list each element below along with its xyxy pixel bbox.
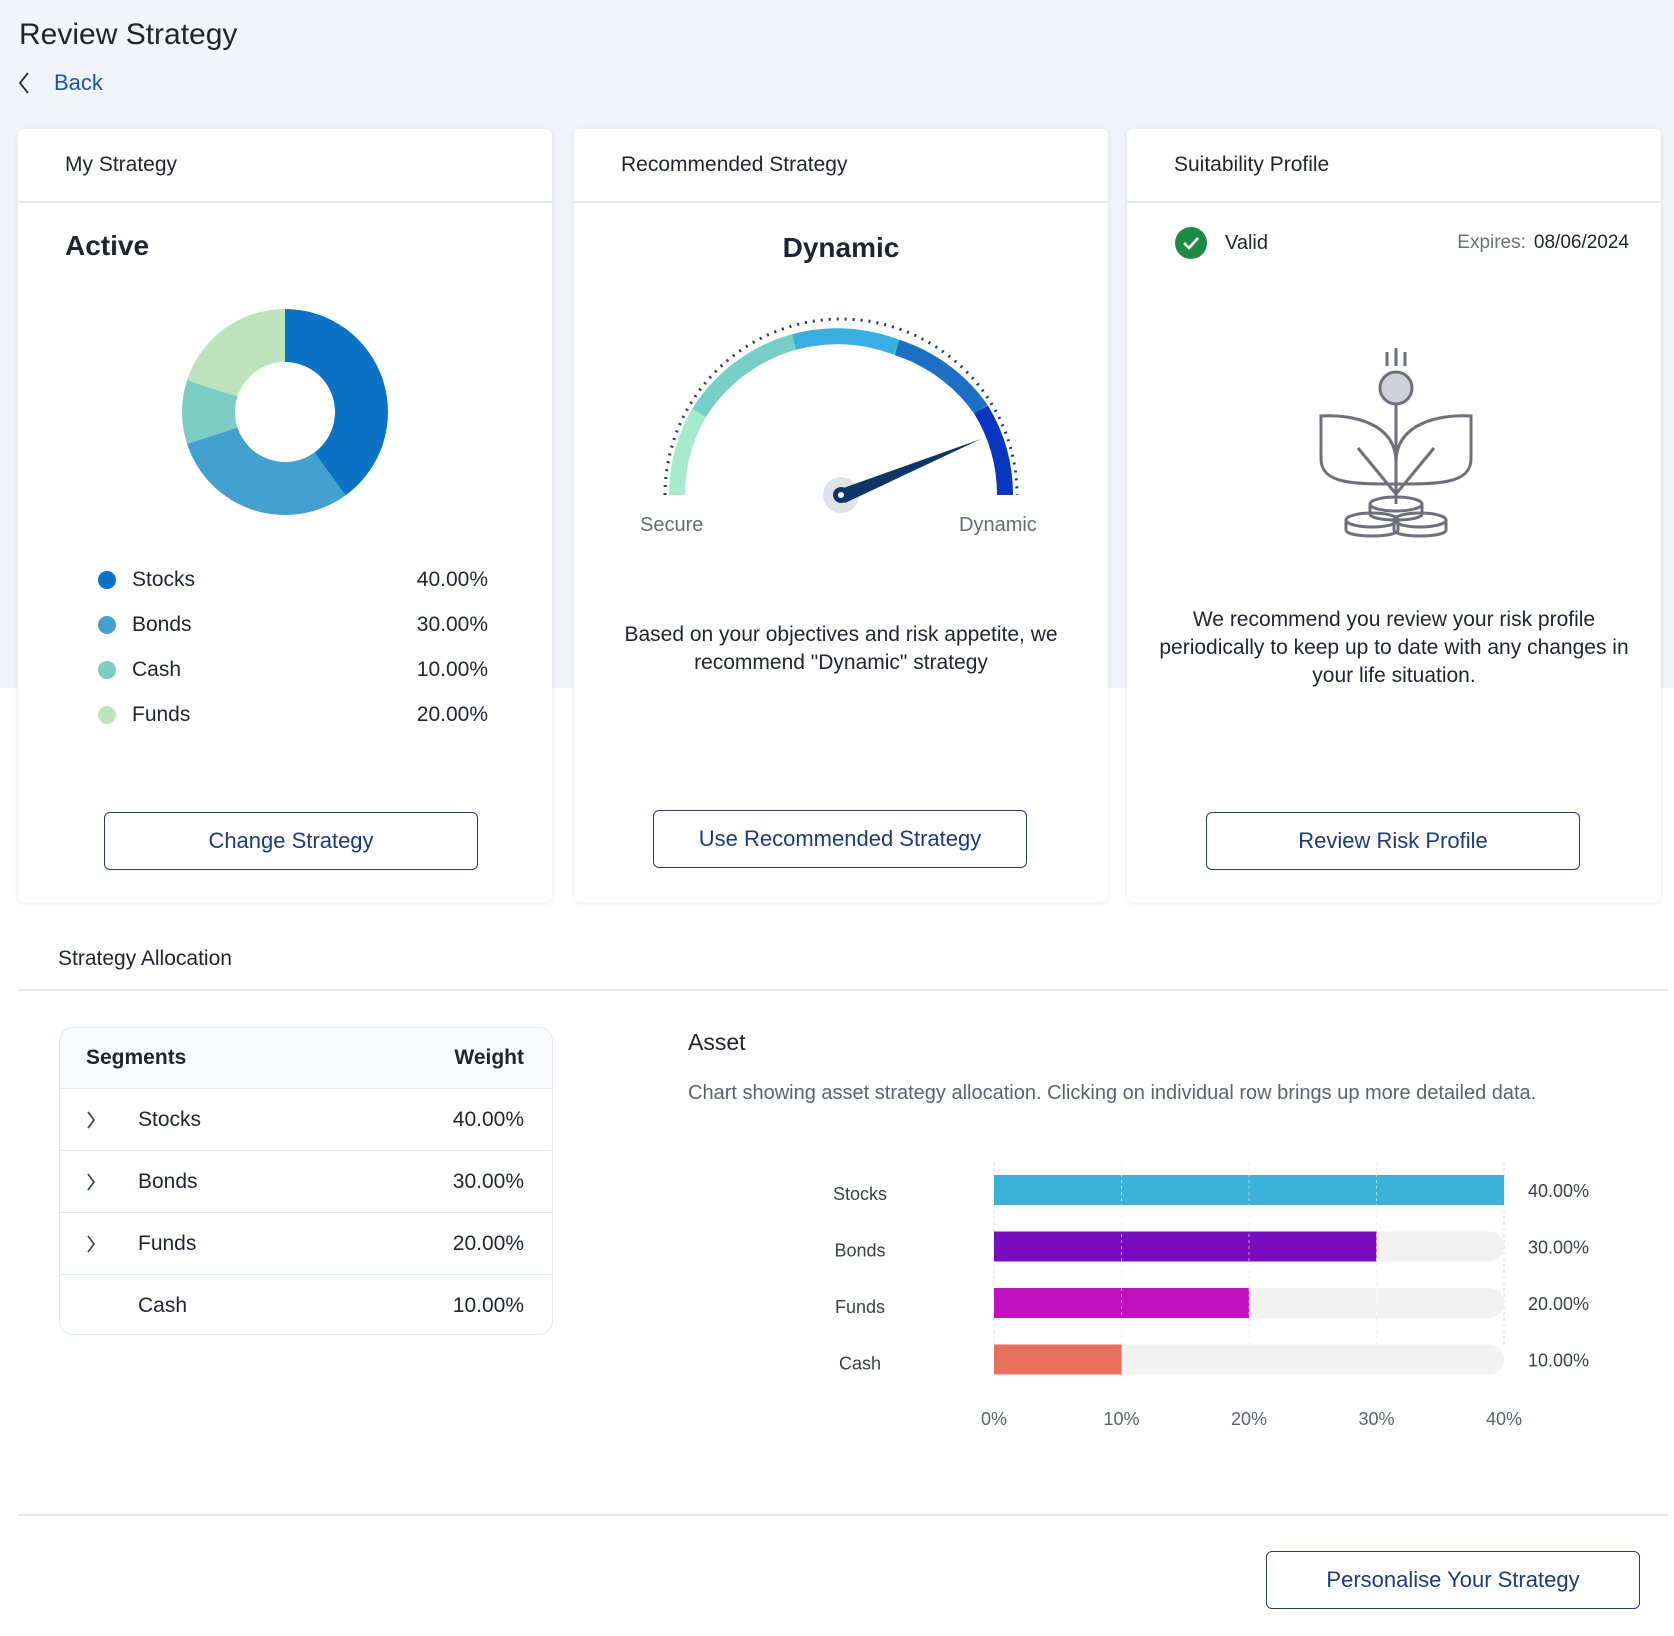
- legend-dot: [98, 571, 116, 589]
- donut-slice-stocks: [285, 309, 388, 496]
- gauge-segment: [894, 339, 988, 415]
- donut-slice-bonds: [187, 427, 346, 515]
- suitability-profile-header: Suitability Profile: [1127, 129, 1661, 203]
- asset-chart-title: Asset: [688, 1029, 746, 1055]
- chevron-right-icon[interactable]: [86, 1111, 112, 1129]
- legend-name: Funds: [132, 703, 191, 726]
- expiry-date: Expires: 08/06/2024: [1457, 232, 1629, 254]
- my-strategy-header: My Strategy: [18, 129, 552, 203]
- segment-name: Funds: [138, 1231, 197, 1255]
- personalise-strategy-button[interactable]: Personalise Your Strategy: [1266, 1551, 1640, 1609]
- divider: [18, 1514, 1668, 1516]
- back-link[interactable]: Back: [18, 70, 103, 96]
- x-tick-label: 20%: [1231, 1409, 1267, 1429]
- gauge-segment: [791, 328, 900, 356]
- chevron-right-icon[interactable]: [86, 1173, 112, 1191]
- category-label: Cash: [839, 1354, 881, 1374]
- check-icon: [1175, 227, 1207, 259]
- segment-weight: 20.00%: [452, 1231, 524, 1255]
- legend-item: Stocks 40.00%: [98, 565, 488, 595]
- segment-name: Cash: [138, 1293, 188, 1317]
- gauge-segment: [692, 334, 797, 418]
- table-row[interactable]: Stocks 40.00%: [60, 1089, 552, 1151]
- risk-gauge: [663, 317, 1019, 513]
- category-label: Stocks: [833, 1184, 887, 1204]
- legend-dot: [98, 706, 116, 724]
- allocation-donut-chart: [182, 309, 388, 515]
- gauge-needle: [835, 439, 981, 503]
- segments-table-header: Segments Weight: [60, 1028, 552, 1089]
- suitability-profile-card: Suitability Profile Valid Expires: 08/06/…: [1127, 129, 1661, 902]
- x-tick-label: 30%: [1358, 1409, 1394, 1429]
- gauge-min-label: Secure: [640, 514, 704, 536]
- segment-name: Bonds: [138, 1169, 198, 1193]
- page-title: Review Strategy: [19, 18, 238, 51]
- legend-item: Cash 10.00%: [98, 655, 488, 685]
- column-weight: Weight: [454, 1046, 524, 1069]
- value-label: 40.00%: [1528, 1181, 1589, 1201]
- segment-weight: 10.00%: [452, 1293, 524, 1317]
- chevron-right-icon[interactable]: [86, 1235, 112, 1253]
- segment-weight: 30.00%: [452, 1169, 524, 1193]
- validity-status-text: Valid: [1225, 231, 1268, 254]
- x-tick-label: 0%: [981, 1409, 1007, 1429]
- legend-name: Bonds: [132, 613, 192, 636]
- validity-status: Valid: [1175, 227, 1268, 259]
- table-row: Cash 10.00%: [60, 1275, 552, 1334]
- legend-value: 40.00%: [416, 568, 488, 591]
- risk-profile-advice: We recommend you review your risk profil…: [1159, 608, 1629, 687]
- strategy-status-label: Active: [65, 230, 150, 261]
- gauge-segment: [669, 408, 706, 496]
- legend-value: 20.00%: [416, 703, 488, 726]
- expiry-value: 08/06/2024: [1533, 232, 1629, 253]
- table-row[interactable]: Funds 20.00%: [60, 1213, 552, 1275]
- expiry-label: Expires:: [1457, 232, 1526, 253]
- back-label: Back: [54, 70, 103, 95]
- legend-name: Cash: [132, 658, 182, 681]
- recommended-strategy-card: Recommended Strategy Dynamic Secure Dyna…: [574, 129, 1108, 902]
- segment-weight: 40.00%: [452, 1107, 524, 1131]
- value-label: 30.00%: [1528, 1238, 1589, 1258]
- category-label: Funds: [835, 1297, 885, 1317]
- legend-value: 30.00%: [416, 613, 488, 636]
- value-label: 10.00%: [1528, 1351, 1589, 1371]
- column-segments: Segments: [86, 1046, 187, 1069]
- asset-chart-description: Chart showing asset strategy allocation.…: [688, 1082, 1537, 1104]
- table-row[interactable]: Bonds 30.00%: [60, 1151, 552, 1213]
- change-strategy-button[interactable]: Change Strategy: [104, 812, 478, 870]
- use-recommended-strategy-button[interactable]: Use Recommended Strategy: [653, 810, 1027, 868]
- legend-value: 10.00%: [416, 658, 488, 681]
- my-strategy-card: My Strategy Active Stocks 40.00% Bonds 3…: [18, 129, 552, 902]
- bar-cash[interactable]: [994, 1344, 1122, 1375]
- segments-table: Segments Weight Stocks 40.00% Bonds 30.0…: [59, 1027, 553, 1335]
- x-tick-label: 10%: [1103, 1409, 1139, 1429]
- donut-slice-cash: [182, 380, 238, 444]
- category-label: Bonds: [834, 1241, 885, 1261]
- recommended-strategy-header: Recommended Strategy: [574, 129, 1108, 203]
- plant-coins-icon: [1319, 348, 1473, 538]
- recommended-strategy-label: Dynamic: [782, 232, 900, 263]
- chevron-left-icon: [18, 72, 29, 94]
- legend-item: Funds 20.00%: [98, 700, 488, 730]
- legend-dot: [98, 616, 116, 634]
- legend-name: Stocks: [132, 568, 196, 591]
- bar-bonds[interactable]: [994, 1231, 1377, 1262]
- donut-slice-funds: [187, 309, 286, 397]
- legend-dot: [98, 661, 116, 679]
- legend-item: Bonds 30.00%: [98, 610, 488, 640]
- segment-name: Stocks: [138, 1107, 202, 1131]
- gauge-segment: [974, 405, 1014, 496]
- x-tick-label: 40%: [1486, 1409, 1522, 1429]
- recommendation-text: Based on your objectives and risk appeti…: [624, 623, 1058, 674]
- gauge-max-label: Dynamic: [959, 514, 1037, 536]
- review-risk-profile-button[interactable]: Review Risk Profile: [1206, 812, 1580, 870]
- strategy-allocation-header: Strategy Allocation: [18, 929, 1668, 991]
- value-label: 20.00%: [1528, 1294, 1589, 1314]
- asset-allocation-bar-chart: 0% 10% 20% 30% 40% Stocks 40.00% Bonds 30.00% Fun…: [833, 1162, 1589, 1429]
